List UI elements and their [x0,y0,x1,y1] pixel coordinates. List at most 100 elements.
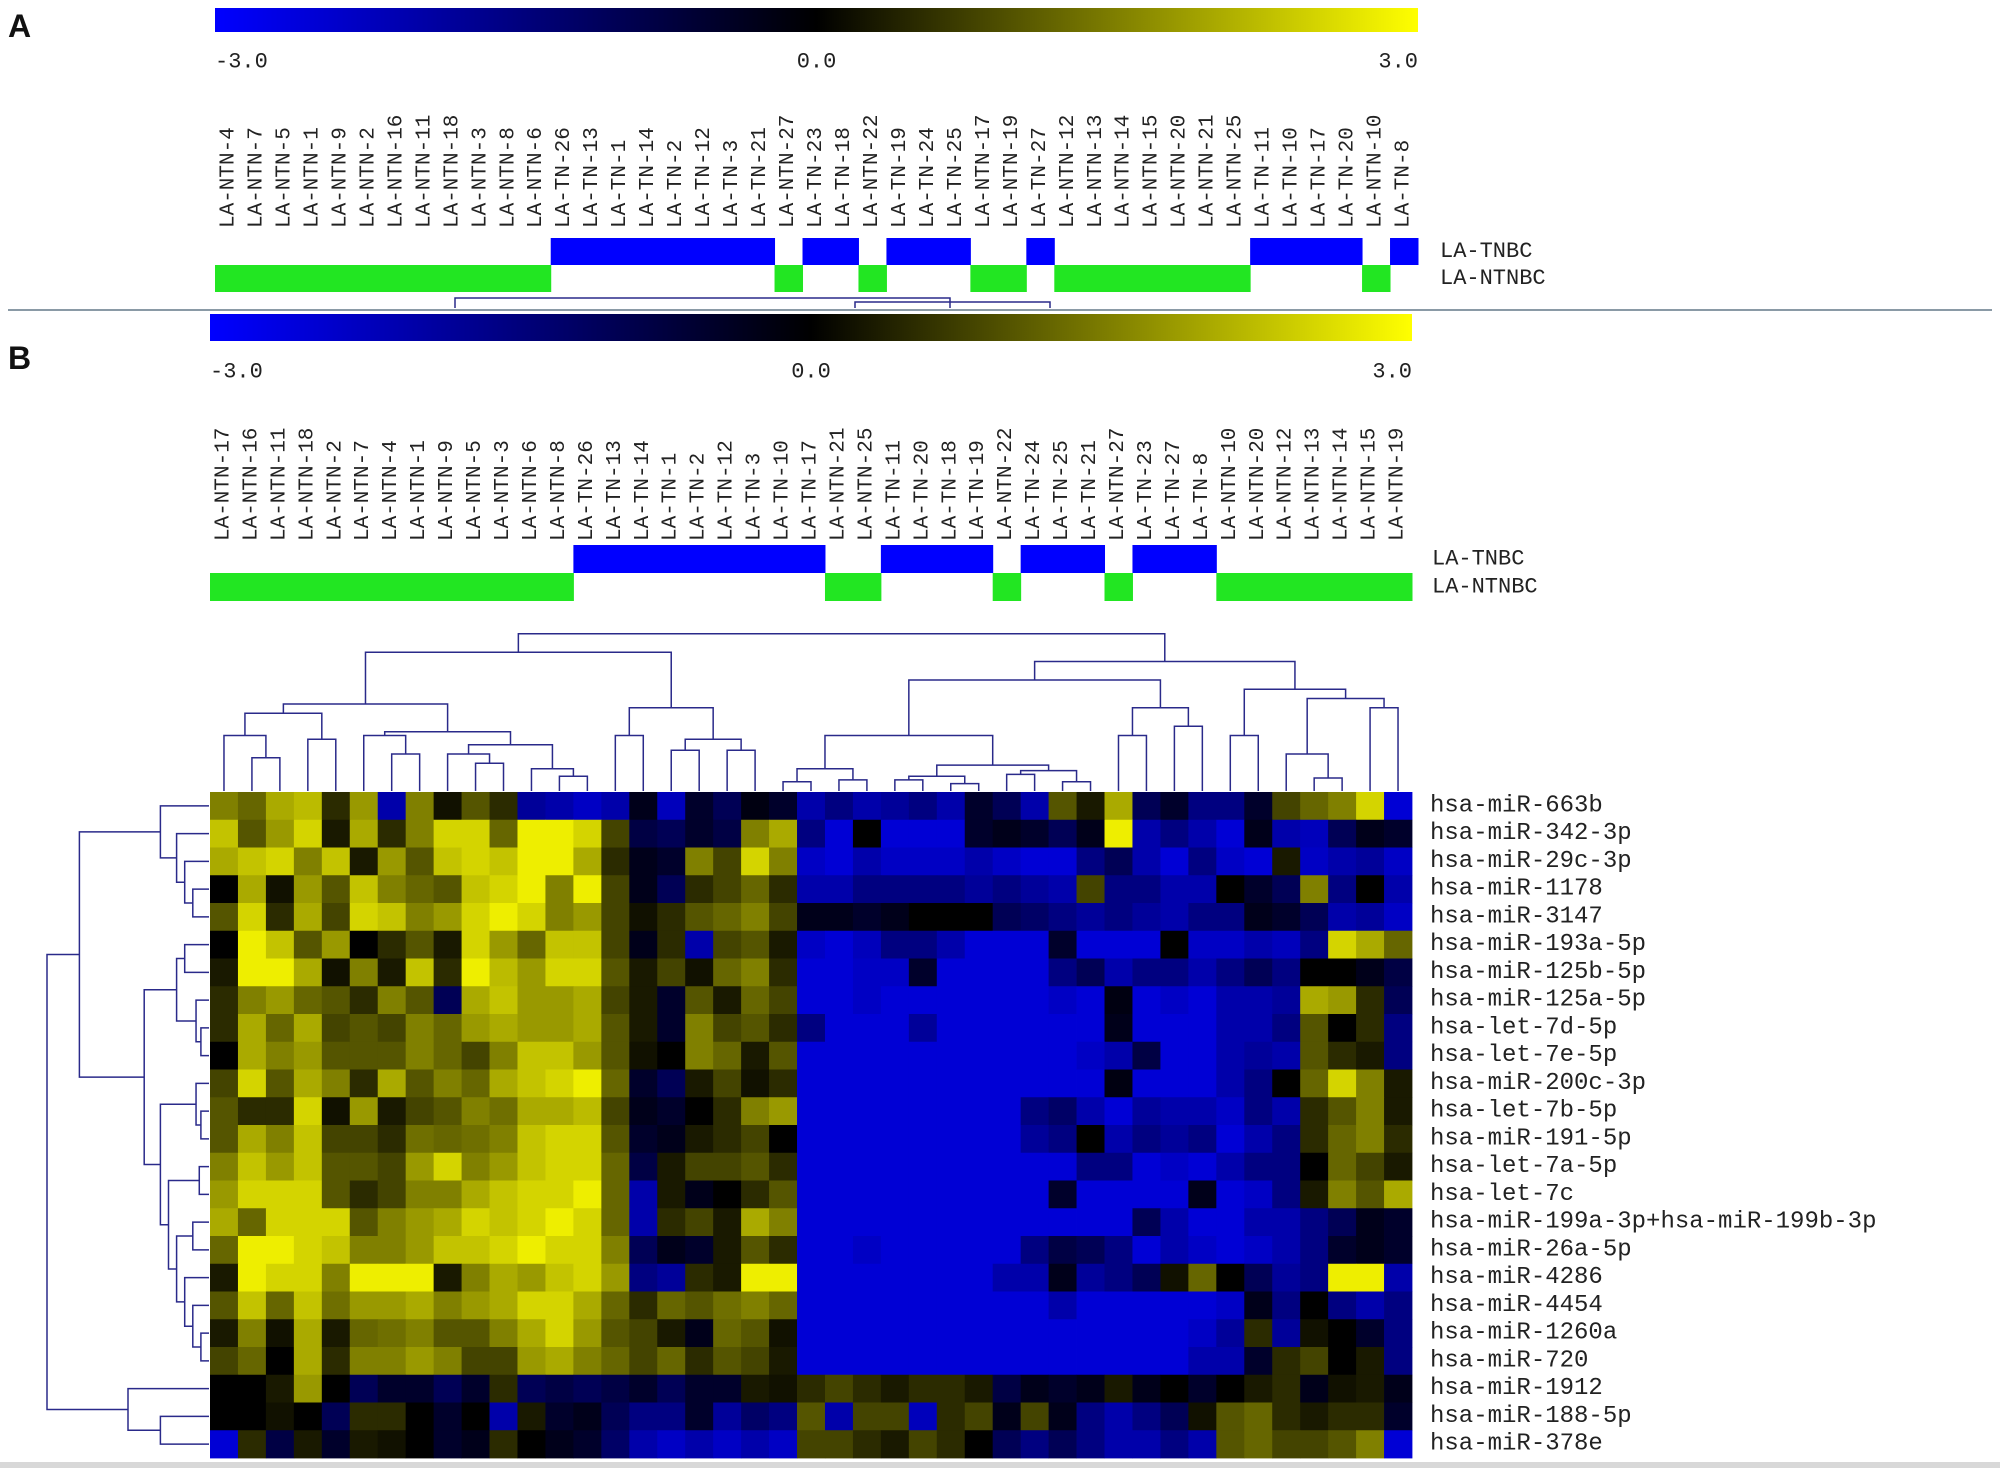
heatmap-cell [629,1180,658,1209]
heatmap-cell [1272,1041,1301,1070]
class-bar [657,545,686,573]
heatmap-cell [852,1069,882,1098]
heatmap-cell [321,1291,351,1320]
heatmap-cell [210,1041,239,1070]
heatmap-cell [1216,1041,1245,1070]
class-bar [293,573,323,601]
heatmap-cell [1020,1097,1050,1126]
heatmap-cell [1188,1236,1217,1265]
heatmap-cell [321,792,351,821]
heatmap-cell [545,1041,574,1070]
row-label: hsa-miR-200c-3p [1430,1070,1646,1097]
heatmap-cell [880,1180,910,1209]
heatmap-cell [908,1263,938,1292]
heatmap-cell [1356,1374,1385,1403]
heatmap-cell [657,1236,686,1265]
heatmap-cell [433,986,462,1015]
heatmap-cell [405,986,435,1015]
heatmap-cell [1328,1402,1357,1431]
heatmap-cell [824,792,854,821]
heatmap-cell [377,1180,407,1209]
heatmap-cell [880,1236,910,1265]
heatmap-cell [573,903,602,932]
column-label: LA-TN-11 [1253,127,1276,228]
heatmap-cell [1272,1374,1301,1403]
heatmap-cell [657,1180,686,1209]
heatmap-cell [1076,1208,1105,1237]
heatmap-cell [1300,958,1329,987]
heatmap-cell [1384,819,1413,848]
heatmap-cell [265,1097,295,1126]
heatmap-cell [880,1291,910,1320]
class-bar [1188,545,1217,573]
heatmap-cell [489,1152,518,1181]
heatmap-cell [1272,1430,1301,1459]
heatmap-cell [1020,1208,1050,1237]
class-bar [210,573,239,601]
class-bar [578,238,608,265]
heatmap-cell [433,1041,462,1070]
class-bar [326,265,356,292]
class-bar [1138,265,1167,292]
heatmap-cell [601,1180,630,1209]
heatmap-cell [824,903,854,932]
heatmap-cell [1384,1069,1413,1098]
heatmap-cell [1132,1319,1161,1348]
column-label: LA-NTN-8 [497,127,520,228]
heatmap-cell [1132,1402,1161,1431]
heatmap-cell [1132,875,1161,904]
heatmap-cell [1244,1319,1273,1348]
heatmap-cell [1048,1041,1077,1070]
heatmap-cell [321,1430,351,1459]
heatmap-cell [461,1014,490,1043]
heatmap-cell [517,847,546,876]
heatmap-cell [964,1236,994,1265]
heatmap-cell [769,1069,798,1098]
heatmap-cell [349,1208,379,1237]
heatmap-cell [824,1097,854,1126]
heatmap-cell [349,958,379,987]
heatmap-cell [769,1430,798,1459]
heatmap-cell [685,1097,714,1126]
heatmap-cell [769,1402,798,1431]
column-label: LA-TN-10 [772,440,795,541]
class-bar [1194,265,1223,292]
heatmap-cell [1076,1069,1105,1098]
heatmap-cell [992,1374,1022,1403]
colorbar [215,8,1418,32]
heatmap-cell [713,1041,742,1070]
heatmap-cell [1384,1402,1413,1431]
heatmap-cell [349,1180,379,1209]
heatmap-cell [769,1291,798,1320]
heatmap-cell [1216,1263,1245,1292]
heatmap-cell [964,1069,994,1098]
class-bar [858,265,887,292]
heatmap-cell [573,1319,602,1348]
heatmap-cell [265,1041,295,1070]
column-label: LA-NTN-9 [329,127,352,228]
column-label: LA-NTN-3 [492,440,515,541]
heatmap-cell [908,875,938,904]
heatmap-cell [769,986,798,1015]
heatmap-cell [545,875,574,904]
heatmap-cell [489,1097,518,1126]
heatmap-cell [601,1208,630,1237]
heatmap-cell [349,1041,379,1070]
column-label: LA-NTN-27 [777,115,800,228]
heatmap-cell [237,847,267,876]
heatmap-cell [769,792,798,821]
heatmap-cell [1076,1402,1105,1431]
class-bar [741,545,770,573]
heatmap-cell [852,958,882,987]
heatmap-cell [545,958,574,987]
heatmap-cell [685,1125,714,1154]
heatmap-cell [713,1014,742,1043]
heatmap-cell [1356,930,1385,959]
heatmap-cell [461,792,490,821]
class-bar [1054,265,1083,292]
heatmap-cell [1384,1430,1413,1459]
column-label: LA-NTN-19 [1387,428,1410,541]
heatmap-cell [573,1014,602,1043]
class-bar [321,573,351,601]
heatmap-cell [1272,1402,1301,1431]
